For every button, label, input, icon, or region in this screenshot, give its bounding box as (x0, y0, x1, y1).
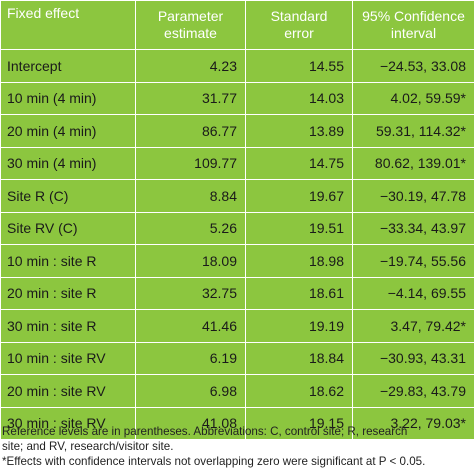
cell-parameter-estimate: 31.77 (135, 81, 246, 115)
table-header: Fixed effect Parameter estimate Standard e… (0, 0, 474, 50)
table-row: 10 min : site R 18.09 18.98 −19.74, 55.56 (0, 244, 474, 278)
table-row: 20 min (4 min) 86.77 13.89 59.31, 114.32* (0, 114, 474, 148)
cell-fixed-effect: Intercept (0, 49, 136, 83)
table-body: Intercept 4.23 14.55 −24.53, 33.08 10 min (4… (0, 49, 474, 440)
cell-standard-error: 18.61 (245, 276, 353, 310)
header-fixed-effect: Fixed effect (0, 0, 136, 50)
footnote-significance: *Effects with confidence intervals not o… (2, 455, 426, 468)
table-row: 10 min : site RV 6.19 18.84 −30.93, 43.31 (0, 341, 474, 375)
cell-parameter-estimate: 8.84 (135, 179, 246, 213)
cell-parameter-estimate: 41.46 (135, 309, 246, 343)
cell-standard-error: 18.98 (245, 244, 353, 278)
cell-standard-error: 14.55 (245, 49, 353, 83)
cell-fixed-effect: Site RV (C) (0, 211, 136, 245)
cell-standard-error: 14.03 (245, 81, 353, 115)
cell-standard-error: 19.19 (245, 309, 353, 343)
cell-fixed-effect: 30 min : site RV (0, 406, 136, 440)
table-row: 20 min : site R 32.75 18.61 −4.14, 69.55 (0, 276, 474, 310)
table-row: 30 min : site R 41.46 19.19 3.47, 79.42* (0, 309, 474, 343)
cell-fixed-effect: 30 min : site R (0, 309, 136, 343)
table-row: 10 min (4 min) 31.77 14.03 4.02, 59.59* (0, 81, 474, 115)
cell-fixed-effect: 20 min (4 min) (0, 114, 136, 148)
fixed-effects-table: Fixed effect Parameter estimate Standard e… (0, 0, 474, 440)
cell-parameter-estimate: 86.77 (135, 114, 246, 148)
cell-parameter-estimate: 6.98 (135, 374, 246, 408)
cell-confidence-interval: −30.19, 47.78 (352, 179, 474, 213)
cell-standard-error: 18.84 (245, 341, 353, 375)
cell-standard-error: 19.15 (245, 406, 353, 440)
cell-standard-error: 19.67 (245, 179, 353, 213)
cell-standard-error: 13.89 (245, 114, 353, 148)
table-row: Site RV (C) 5.26 19.51 −33.34, 43.97 (0, 211, 474, 245)
footnote-reference-levels: Reference levels are in parentheses. Abb… (2, 425, 408, 438)
table-row: 30 min (4 min) 109.77 14.75 80.62, 139.01* (0, 146, 474, 180)
cell-confidence-interval: −30.93, 43.31 (352, 341, 474, 375)
cell-standard-error: 18.62 (245, 374, 353, 408)
cell-confidence-interval: −24.53, 33.08 (352, 49, 474, 83)
cell-confidence-interval: −19.74, 55.56 (352, 244, 474, 278)
cell-parameter-estimate: 5.26 (135, 211, 246, 245)
cell-parameter-estimate: 109.77 (135, 146, 246, 180)
table-row: 20 min : site RV 6.98 18.62 −29.83, 43.79 (0, 374, 474, 408)
cell-fixed-effect: 20 min : site RV (0, 374, 136, 408)
cell-fixed-effect: 30 min (4 min) (0, 146, 136, 180)
cell-standard-error: 19.51 (245, 211, 353, 245)
cell-confidence-interval: −33.34, 43.97 (352, 211, 474, 245)
cell-standard-error: 14.75 (245, 146, 353, 180)
cell-fixed-effect: Site R (C) (0, 179, 136, 213)
cell-parameter-estimate: 6.19 (135, 341, 246, 375)
cell-parameter-estimate: 4.23 (135, 49, 246, 83)
cell-fixed-effect: 20 min : site R (0, 276, 136, 310)
cell-confidence-interval: 3.22, 79.03* (352, 406, 474, 440)
cell-confidence-interval: 4.02, 59.59* (352, 81, 474, 115)
header-standard-error: Standard error (245, 0, 353, 50)
header-confidence-interval: 95% Confidence interval (352, 0, 474, 50)
cell-confidence-interval: −29.83, 43.79 (352, 374, 474, 408)
table-row: Site R (C) 8.84 19.67 −30.19, 47.78 (0, 179, 474, 213)
cell-confidence-interval: 59.31, 114.32* (352, 114, 474, 148)
cell-confidence-interval: 3.47, 79.42* (352, 309, 474, 343)
cell-confidence-interval: −4.14, 69.55 (352, 276, 474, 310)
table-footnotes: Reference levels are in parentheses. Abb… (0, 424, 474, 469)
cell-fixed-effect: 10 min : site R (0, 244, 136, 278)
cell-parameter-estimate: 18.09 (135, 244, 246, 278)
table-row: 30 min : site RV 41.08 19.15 3.22, 79.03* (0, 406, 474, 440)
cell-parameter-estimate: 32.75 (135, 276, 246, 310)
cell-confidence-interval: 80.62, 139.01* (352, 146, 474, 180)
header-parameter-estimate: Parameter estimate (135, 0, 246, 50)
cell-fixed-effect: 10 min : site RV (0, 341, 136, 375)
cell-fixed-effect: 10 min (4 min) (0, 81, 136, 115)
footnote-abbreviations: site; and RV, research/visitor site. (2, 440, 174, 453)
table-row: Intercept 4.23 14.55 −24.53, 33.08 (0, 49, 474, 83)
